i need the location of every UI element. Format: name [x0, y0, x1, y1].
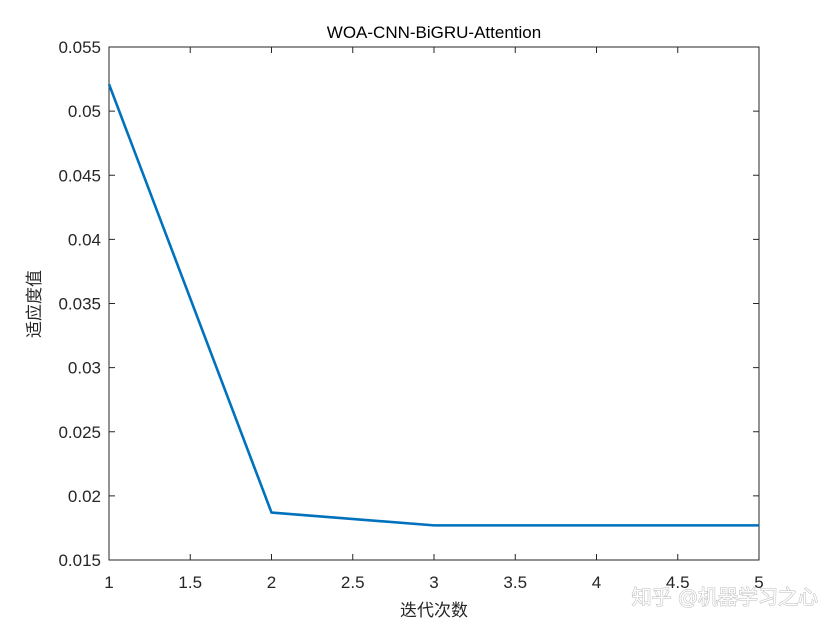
fitness-series-line [107, 83, 759, 527]
plot-area: 1 1.5 2 2.5 3 3.5 4 4.5 5 0.015 0.02 0.025 0.03 0.035… [58, 38, 763, 592]
x-tick-label: 2.5 [341, 573, 365, 592]
y-axis-label: 适应度值 [25, 270, 45, 338]
y-tick-label: 0.015 [58, 551, 101, 570]
y-tick-label: 0.03 [68, 359, 101, 378]
plot-frame [108, 46, 760, 561]
x-tick-label: 4.5 [666, 573, 690, 592]
x-tick-label: 1 [104, 573, 113, 592]
y-tick-label: 0.045 [58, 166, 101, 185]
x-tick-label: 4 [592, 573, 601, 592]
y-tick-label: 0.04 [68, 230, 101, 249]
y-tick-label: 0.05 [68, 102, 101, 121]
x-tick-label: 3.5 [503, 573, 527, 592]
chart-title: WOA-CNN-BiGRU-Attention [327, 23, 541, 42]
watermark-text: 知乎 @机器学习之心 [632, 585, 818, 609]
y-tick-label: 0.02 [68, 487, 101, 506]
x-axis-label: 迭代次数 [400, 601, 468, 621]
x-tick-label: 2 [267, 573, 276, 592]
y-tick-label: 0.035 [58, 295, 101, 314]
x-tick-label: 3 [429, 573, 438, 592]
y-tick-label: 0.055 [58, 38, 101, 57]
x-tick-label: 1.5 [178, 573, 202, 592]
y-tick-label: 0.025 [58, 423, 101, 442]
x-tick-label: 5 [754, 573, 763, 592]
